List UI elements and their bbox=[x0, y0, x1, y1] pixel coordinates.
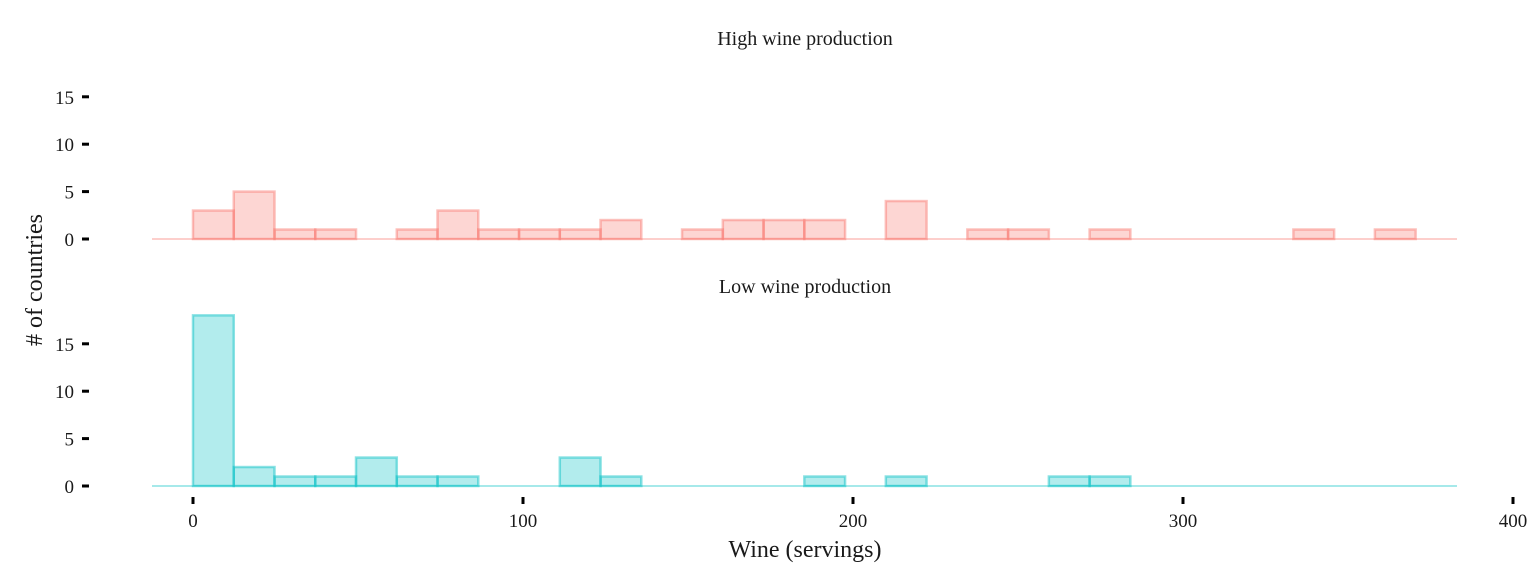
bar-low-6 bbox=[436, 475, 480, 488]
bar-high-2 bbox=[273, 228, 317, 241]
bar-high-8 bbox=[517, 228, 562, 241]
bar-low-4 bbox=[354, 456, 399, 488]
bar-high-22 bbox=[1088, 228, 1132, 241]
bar-high-3 bbox=[314, 228, 358, 241]
panel-title-high: High wine production bbox=[717, 28, 893, 50]
panel-title-low: Low wine production bbox=[719, 276, 891, 298]
bar-high-20 bbox=[1006, 228, 1051, 241]
y-tick-label-high-15: 15 bbox=[55, 88, 74, 109]
bar-low-10 bbox=[599, 475, 643, 488]
bar-low-1 bbox=[232, 465, 276, 488]
bar-high-13 bbox=[721, 218, 765, 241]
bar-low-3 bbox=[314, 475, 358, 488]
bar-high-1 bbox=[232, 190, 276, 241]
bar-high-6 bbox=[436, 209, 480, 241]
bar-low-9 bbox=[558, 456, 602, 488]
y-tick-label-low-5: 5 bbox=[65, 430, 75, 451]
bar-high-5 bbox=[395, 228, 439, 241]
y-tick-label-high-0: 0 bbox=[65, 230, 75, 251]
bars-layer bbox=[152, 190, 1457, 488]
y-tick-label-high-10: 10 bbox=[55, 135, 74, 156]
bar-high-19 bbox=[966, 228, 1010, 241]
bar-low-17 bbox=[884, 475, 928, 488]
x-tick-label-400: 400 bbox=[1499, 511, 1528, 532]
x-tick-label-100: 100 bbox=[509, 511, 538, 532]
bar-high-10 bbox=[599, 218, 643, 241]
bar-high-29 bbox=[1373, 228, 1417, 241]
y-tick-label-low-0: 0 bbox=[65, 477, 75, 498]
x-tick-label-0: 0 bbox=[188, 511, 198, 532]
x-axis-title: Wine (servings) bbox=[729, 537, 882, 563]
bar-high-9 bbox=[558, 228, 602, 241]
y-axis-title: # of countries bbox=[22, 214, 48, 346]
axes-layer: 0 5 10 15 0 5 10 15 0 100 200 300 400 bbox=[55, 88, 1527, 532]
x-tick-label-300: 300 bbox=[1169, 511, 1198, 532]
bar-high-14 bbox=[762, 218, 806, 241]
y-tick-label-low-15: 15 bbox=[55, 335, 74, 356]
bar-low-22 bbox=[1088, 475, 1132, 488]
x-tick-label-200: 200 bbox=[839, 511, 868, 532]
bar-high-7 bbox=[477, 228, 521, 241]
bar-low-2 bbox=[273, 475, 317, 488]
bar-high-12 bbox=[680, 228, 725, 241]
y-tick-label-high-5: 5 bbox=[65, 183, 75, 204]
bar-high-27 bbox=[1292, 228, 1336, 241]
bar-high-15 bbox=[803, 218, 847, 241]
y-tick-label-low-10: 10 bbox=[55, 382, 74, 403]
bar-low-5 bbox=[395, 475, 439, 488]
bar-high-17 bbox=[884, 199, 928, 241]
bar-high-0 bbox=[191, 209, 236, 241]
bar-low-21 bbox=[1047, 475, 1091, 488]
bar-low-15 bbox=[803, 475, 847, 488]
bar-low-0 bbox=[191, 314, 236, 488]
